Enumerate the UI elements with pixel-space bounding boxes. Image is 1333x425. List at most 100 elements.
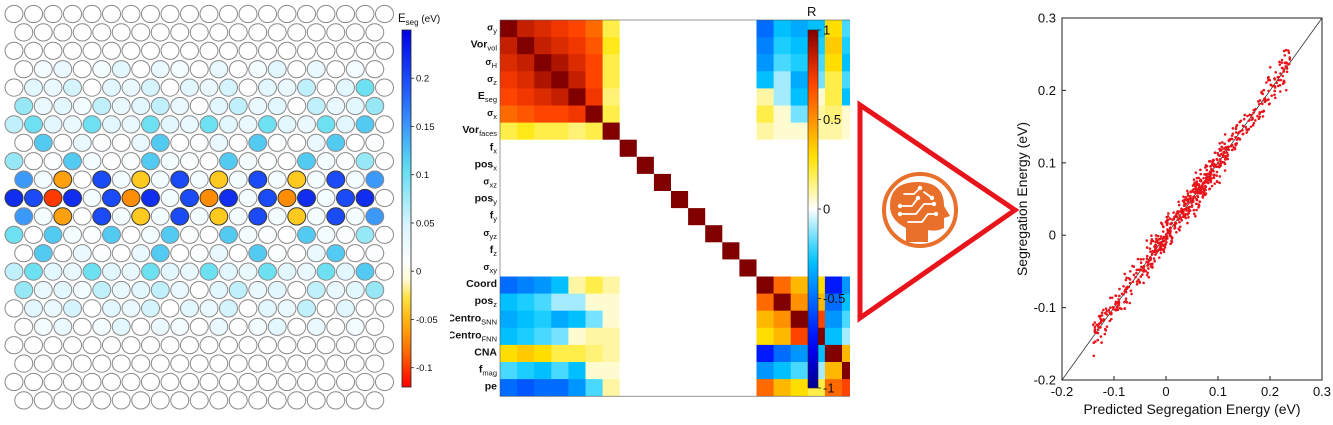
atom-site bbox=[33, 244, 53, 263]
correlation-cell bbox=[653, 310, 672, 329]
scatter-point bbox=[1227, 148, 1231, 152]
atom-site bbox=[375, 262, 394, 281]
correlation-cell bbox=[688, 37, 706, 55]
scatter-point bbox=[1273, 96, 1277, 100]
correlation-cell bbox=[824, 122, 843, 141]
correlation-cell bbox=[602, 276, 621, 294]
correlation-cell bbox=[585, 259, 603, 277]
scatter-point bbox=[1151, 249, 1154, 253]
correlation-cell bbox=[842, 344, 860, 363]
correlation-cell bbox=[585, 122, 603, 141]
correlation-cell bbox=[636, 259, 655, 277]
correlation-cell bbox=[568, 327, 586, 346]
correlation-cell bbox=[790, 156, 809, 175]
correlation-cell bbox=[824, 208, 843, 226]
atom-site bbox=[121, 188, 141, 208]
atom-site bbox=[189, 133, 209, 152]
correlation-cell bbox=[602, 293, 621, 312]
correlation-cell bbox=[688, 344, 706, 363]
atom-site bbox=[336, 262, 355, 281]
correlation-cell bbox=[551, 88, 569, 106]
scatter-point bbox=[1278, 60, 1281, 64]
atom-site bbox=[209, 317, 229, 336]
correlation-cell bbox=[619, 362, 638, 380]
scatter-point bbox=[1215, 157, 1219, 161]
atom-site bbox=[306, 133, 326, 152]
scatter-point bbox=[1193, 195, 1197, 199]
scatter-point bbox=[1091, 323, 1095, 327]
atom-site bbox=[267, 96, 287, 116]
atom-site bbox=[375, 225, 394, 244]
atom-site bbox=[43, 115, 63, 134]
scatter-point bbox=[1159, 248, 1162, 252]
scatter-point bbox=[1288, 56, 1292, 59]
y-tick-label: 0.2 bbox=[1038, 83, 1056, 98]
scatter-point bbox=[1234, 135, 1237, 139]
scatter-point bbox=[1282, 49, 1286, 53]
atom-site bbox=[248, 170, 268, 189]
correlation-cell bbox=[551, 327, 569, 346]
correlation-cell bbox=[739, 362, 757, 380]
atom-site bbox=[111, 207, 131, 226]
atom-site bbox=[189, 207, 209, 226]
scatter-point bbox=[1277, 75, 1280, 79]
atom-site bbox=[258, 372, 277, 392]
correlation-cell bbox=[705, 259, 723, 277]
atom-site bbox=[14, 354, 34, 373]
scatter-point bbox=[1182, 201, 1186, 204]
correlation-cell bbox=[568, 191, 586, 209]
atom-site bbox=[258, 188, 277, 208]
scatter-point bbox=[1280, 58, 1284, 62]
correlation-cell bbox=[636, 379, 655, 397]
correlation-cell bbox=[790, 20, 809, 38]
scatter-point bbox=[1244, 125, 1248, 129]
scatter-point bbox=[1162, 225, 1165, 229]
atom-site bbox=[306, 96, 326, 116]
atom-site bbox=[102, 225, 121, 244]
scatter-point bbox=[1277, 78, 1281, 82]
correlation-cell bbox=[602, 156, 621, 175]
atom-site bbox=[72, 244, 92, 263]
scatter-point bbox=[1212, 159, 1215, 162]
scatter-point bbox=[1093, 321, 1097, 324]
atom-site bbox=[111, 96, 131, 116]
correlation-cell bbox=[602, 54, 621, 72]
scatter-point bbox=[1204, 188, 1207, 192]
correlation-cell bbox=[636, 88, 655, 106]
scatter-point bbox=[1105, 325, 1109, 328]
scatter-point bbox=[1194, 184, 1197, 188]
scatter-point bbox=[1128, 281, 1132, 285]
atom-site bbox=[82, 4, 102, 24]
scatter-point bbox=[1242, 117, 1246, 121]
scatter-point bbox=[1190, 205, 1194, 208]
correlation-cell bbox=[653, 156, 672, 175]
scatter-point bbox=[1223, 151, 1226, 155]
correlation-cell bbox=[722, 156, 740, 175]
atom-site bbox=[199, 299, 219, 318]
atom-site bbox=[150, 207, 170, 226]
correlation-cell bbox=[722, 344, 740, 363]
correlation-cell bbox=[653, 54, 672, 72]
scatter-point bbox=[1199, 168, 1202, 172]
correlation-cell bbox=[842, 225, 860, 243]
scatter-point bbox=[1261, 102, 1264, 106]
atom-site bbox=[4, 225, 24, 244]
scatter-point bbox=[1252, 121, 1256, 125]
correlation-cell bbox=[790, 122, 809, 141]
x-tick-label: -0.2 bbox=[1051, 384, 1073, 399]
scatter-point bbox=[1249, 113, 1253, 117]
correlation-cell bbox=[790, 173, 809, 192]
correlation-cell bbox=[722, 242, 740, 260]
correlation-cell bbox=[722, 54, 740, 72]
correlation-cell bbox=[756, 37, 774, 55]
atom-site bbox=[306, 170, 326, 189]
correlation-cell bbox=[671, 276, 689, 294]
correlation-cell bbox=[671, 88, 689, 106]
atom-site bbox=[63, 41, 82, 60]
atom-site bbox=[189, 244, 209, 263]
correlation-cell bbox=[653, 293, 672, 312]
scatter-point bbox=[1128, 301, 1132, 305]
correlation-cell bbox=[517, 156, 535, 175]
scatter-point bbox=[1230, 137, 1234, 141]
correlation-cell bbox=[773, 225, 792, 243]
